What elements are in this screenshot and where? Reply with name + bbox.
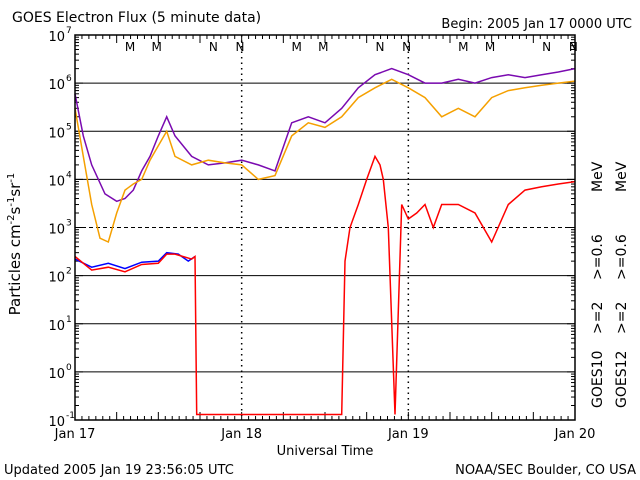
y-tick-exp-6: 6 [66, 74, 72, 84]
y-tick-exp-1: 1 [66, 315, 72, 325]
night-marker-2: N [209, 40, 218, 54]
legend-goes12-mev: MeV [614, 161, 630, 192]
y-tick-exp-0: 0 [66, 363, 72, 373]
legend-goes12-label: GOES12 [614, 351, 630, 408]
y-tick-exp-7: 7 [66, 26, 72, 36]
y-tick-exp--1: -1 [66, 411, 75, 421]
night-marker-0: M [125, 40, 135, 54]
plot-frame [74, 34, 576, 421]
y-axis-label: Particles cm-2s-1sr-1 [6, 173, 24, 316]
legend-goes12-ge06: >=0.6 [614, 234, 630, 280]
x-tick-label-0: Jan 17 [54, 427, 96, 442]
series-line-1 [74, 154, 576, 416]
legend: GOES10 >=2 >=0.6 MeV GOES12 >=2 >=0.6 Me… [590, 161, 630, 408]
night-marker-8: M [458, 40, 468, 54]
y-tick-label-6: 10 [48, 78, 65, 93]
legend-goes10-label: GOES10 [590, 351, 606, 408]
y-tick-label-0: 10 [48, 367, 65, 382]
night-marker-1: M [151, 40, 161, 54]
updated-timestamp: Updated 2005 Jan 19 23:56:05 UTC [4, 463, 234, 478]
begin-date: Begin: 2005 Jan 17 0000 UTC [441, 17, 632, 32]
y-tick-exp-3: 3 [66, 219, 72, 229]
x-axis-label: Universal Time [277, 444, 374, 459]
x-tick-label-3: Jan 20 [554, 427, 596, 442]
y-tick-label-2: 10 [48, 271, 65, 286]
series-line-0 [74, 251, 196, 270]
y-tick-label--1: 10 [48, 415, 65, 430]
night-marker-6: N [376, 40, 385, 54]
chart-title: GOES Electron Flux (5 minute data) [12, 10, 261, 26]
y-tick-label-1: 10 [48, 319, 65, 334]
series-line-3 [74, 78, 576, 244]
y-tick-label-7: 10 [48, 30, 65, 45]
y-tick-exp-2: 2 [66, 267, 72, 277]
legend-goes10-mev: MeV [590, 161, 606, 192]
x-tick-label-2: Jan 19 [387, 427, 429, 442]
legend-goes12-ge2: >=2 [614, 302, 630, 334]
y-tick-exp-5: 5 [66, 122, 72, 132]
night-marker-5: M [318, 40, 328, 54]
y-tick-label-5: 10 [48, 126, 65, 141]
night-marker-4: M [291, 40, 301, 54]
y-tick-label-4: 10 [48, 174, 65, 189]
y-tick-exp-4: 4 [66, 170, 72, 180]
x-tick-label-1: Jan 18 [220, 427, 262, 442]
legend-goes10-ge06: >=0.6 [590, 234, 606, 280]
night-marker-3: N [236, 40, 245, 54]
night-marker-11: N [569, 40, 578, 54]
credit: NOAA/SEC Boulder, CO USA [455, 463, 636, 478]
y-tick-label-3: 10 [48, 223, 65, 238]
legend-goes10-ge2: >=2 [590, 302, 606, 334]
night-marker-9: M [485, 40, 495, 54]
series-line-2 [74, 67, 576, 203]
night-marker-7: N [402, 40, 411, 54]
night-marker-10: N [542, 40, 551, 54]
